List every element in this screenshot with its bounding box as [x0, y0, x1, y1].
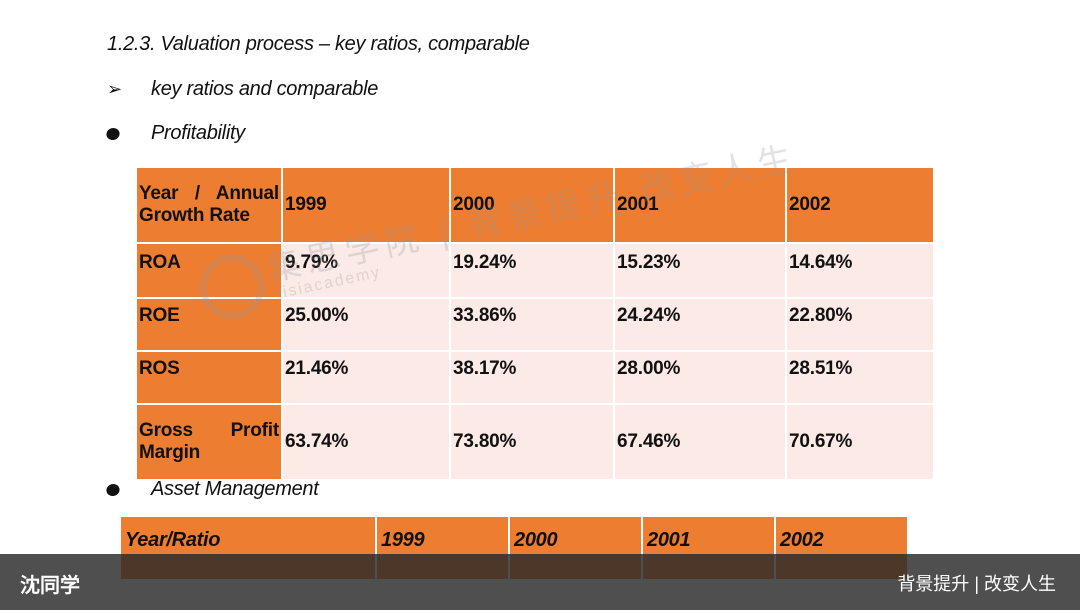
table-cell: 28.00%	[613, 350, 787, 405]
table-cell: 33.86%	[449, 297, 615, 352]
table-row-roe: ROE 25.00% 33.86% 24.24% 22.80%	[135, 297, 935, 352]
header-cell-2000: 2000	[449, 166, 615, 244]
table-header-row: Year / Annual Growth Rate 1999 2000 2001…	[135, 166, 935, 244]
header-cell-1999: 1999	[281, 166, 451, 244]
dot-bullet-icon	[105, 125, 121, 142]
row-label: Gross Profit Margin	[135, 403, 283, 481]
bullet-profitability: Profitability	[105, 122, 245, 145]
bullet-key-ratios-text: key ratios and comparable	[151, 78, 379, 100]
footer-bar: 沈同学 背景提升 | 改变人生	[0, 554, 1080, 610]
footer-slogan: 背景提升 | 改变人生	[897, 574, 1056, 594]
dot-bullet-icon	[105, 481, 121, 498]
table-row-gross-profit-margin: Gross Profit Margin 63.74% 73.80% 67.46%…	[135, 403, 935, 481]
profitability-table: Year / Annual Growth Rate 1999 2000 2001…	[135, 166, 935, 481]
header-cell-2002: 2002	[785, 166, 935, 244]
table-cell: 73.80%	[449, 403, 615, 481]
table-row-roa: ROA 9.79% 19.24% 15.23% 14.64%	[135, 242, 935, 299]
row-label: ROA	[135, 242, 283, 299]
table-cell: 14.64%	[785, 242, 935, 299]
header-cell-label: Year / Annual Growth Rate	[135, 166, 283, 244]
row-label: ROS	[135, 350, 283, 405]
table-cell: 15.23%	[613, 242, 787, 299]
table-cell: 24.24%	[613, 297, 787, 352]
section-heading: 1.2.3. Valuation process – key ratios, c…	[107, 33, 530, 55]
bullet-key-ratios: ➢ key ratios and comparable	[107, 78, 378, 101]
table-cell: 38.17%	[449, 350, 615, 405]
bullet-asset-management: Asset Management	[105, 478, 319, 501]
header-cell-2001: 2001	[613, 166, 787, 244]
table-cell: 25.00%	[281, 297, 451, 352]
table-cell: 63.74%	[281, 403, 451, 481]
bullet-asset-management-text: Asset Management	[151, 478, 319, 500]
table-cell: 70.67%	[785, 403, 935, 481]
row-label: ROE	[135, 297, 283, 352]
table-cell: 28.51%	[785, 350, 935, 405]
footer-author: 沈同学	[20, 575, 80, 597]
table-row-ros: ROS 21.46% 38.17% 28.00% 28.51%	[135, 350, 935, 405]
bullet-profitability-text: Profitability	[151, 122, 245, 144]
arrow-bullet-icon: ➢	[107, 79, 122, 99]
table-cell: 67.46%	[613, 403, 787, 481]
table-cell: 9.79%	[281, 242, 451, 299]
table-cell: 19.24%	[449, 242, 615, 299]
table-cell: 22.80%	[785, 297, 935, 352]
table-cell: 21.46%	[281, 350, 451, 405]
